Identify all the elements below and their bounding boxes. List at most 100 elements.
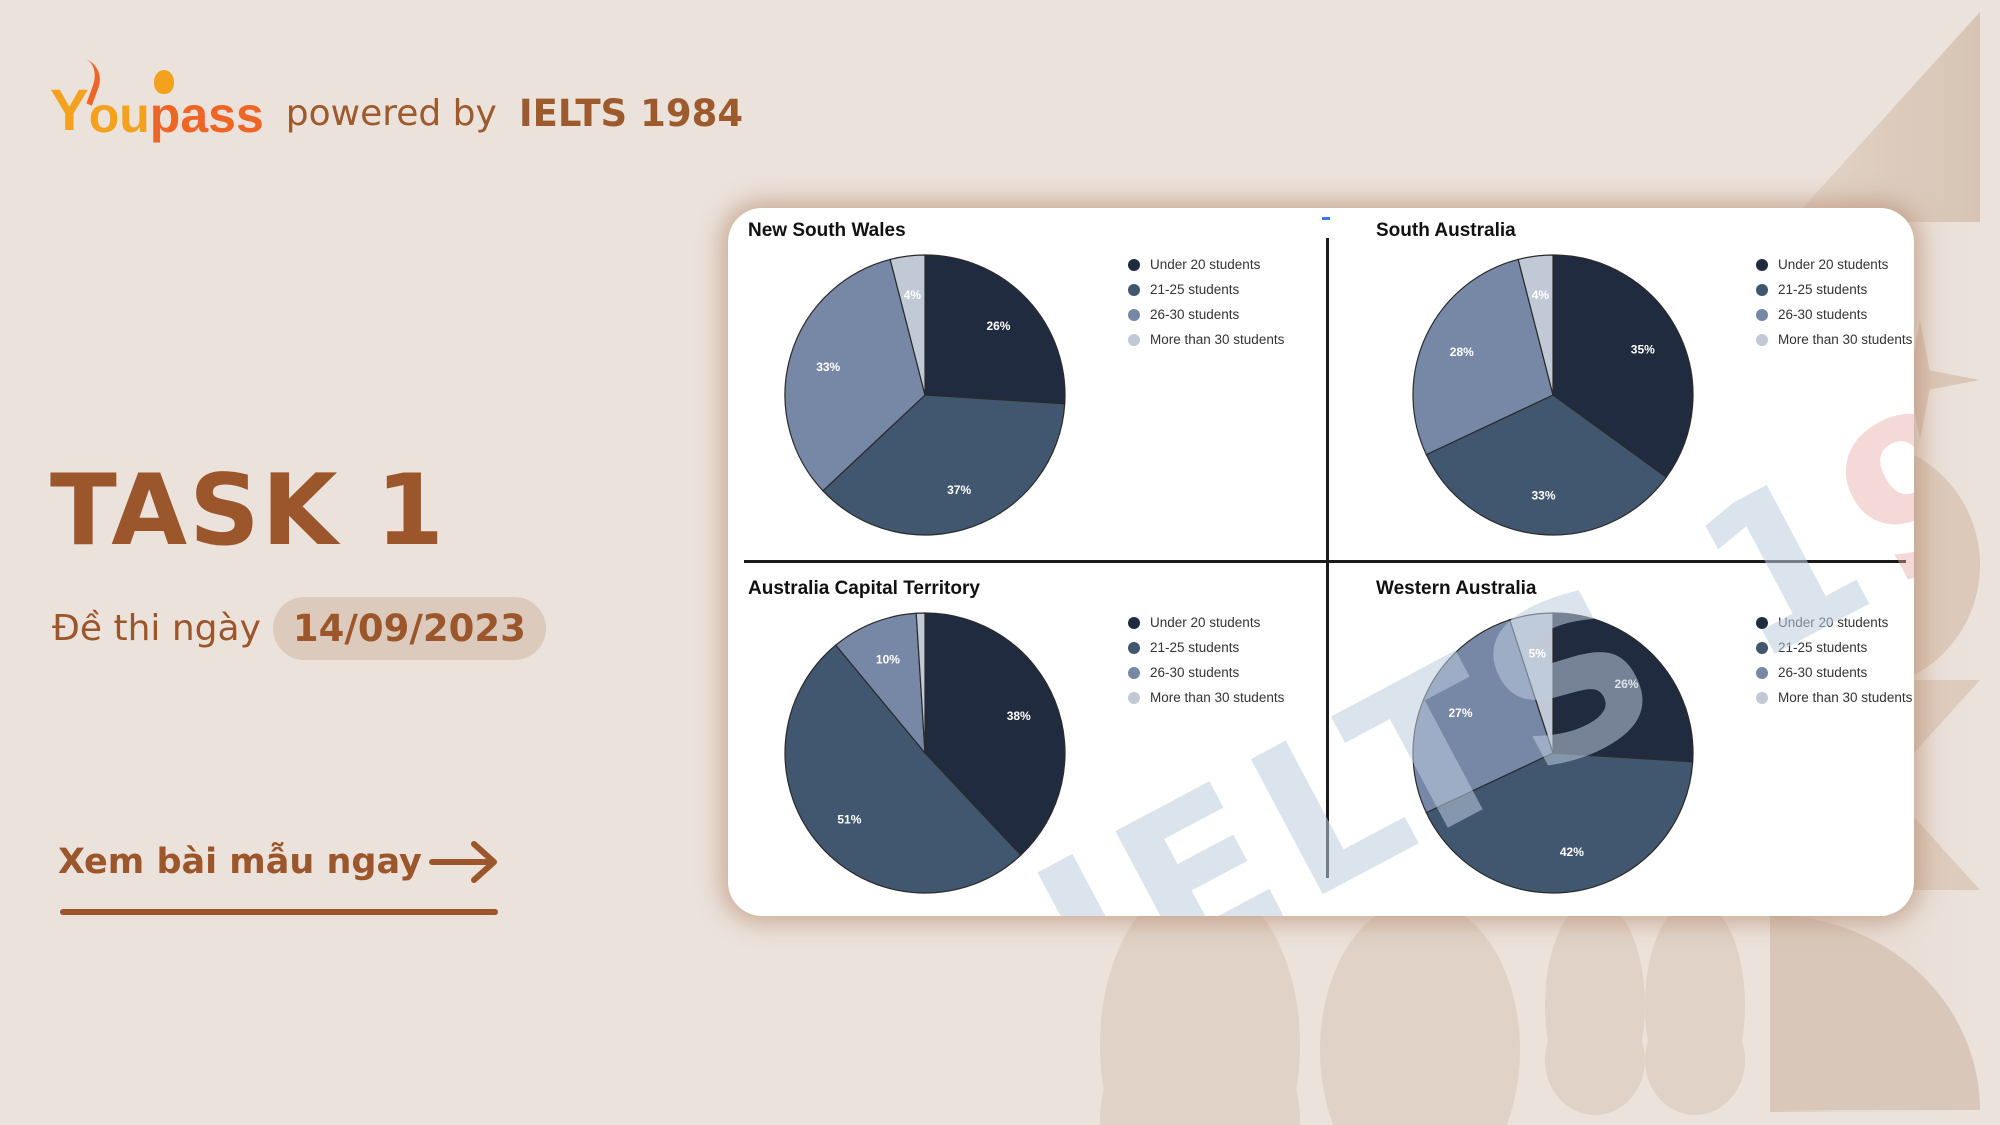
chart-legend: Under 20 students 21-25 students 26-30 stu… xyxy=(1756,252,1912,352)
legend-item: Under 20 students xyxy=(1756,252,1912,277)
decorative-oval xyxy=(1100,880,1300,1125)
slice-label: 4% xyxy=(904,288,922,302)
legend-item: 26-30 students xyxy=(1128,302,1284,327)
youpass-logo[interactable]: Y ou pass xyxy=(50,56,264,143)
decorative-oval xyxy=(1645,1005,1745,1115)
powered-by-text: powered by xyxy=(285,93,497,134)
exam-date-badge: 14/09/2023 xyxy=(272,597,546,660)
slice-label: 37% xyxy=(947,483,971,497)
slice-label: 33% xyxy=(1531,488,1555,502)
slice-label: 33% xyxy=(816,360,840,374)
arrow-right-icon xyxy=(429,841,497,883)
legend-item: More than 30 students xyxy=(1128,327,1284,352)
legend-item: 21-25 students xyxy=(1128,277,1284,302)
slice-label: 35% xyxy=(1631,342,1655,356)
decorative-oval xyxy=(1545,1005,1645,1115)
chart-card: New South Wales 26% 37% 33% 4% Under 20 stu… xyxy=(728,208,1914,916)
legend-label: More than 30 students xyxy=(1150,690,1285,705)
legend-item: Under 20 students xyxy=(1756,610,1912,635)
chart-western-australia: Western Australia 26% 42% 27% 5% Under 20 s… xyxy=(1356,566,1914,916)
legend-label: Under 20 students xyxy=(1778,257,1889,272)
legend-dot-icon xyxy=(1128,666,1140,679)
legend-dot-icon xyxy=(1756,258,1768,271)
legend-item: 21-25 students xyxy=(1756,635,1912,660)
legend-label: 26-30 students xyxy=(1150,307,1240,322)
decorative-triangle xyxy=(1790,12,1980,222)
chart-new-south-wales: New South Wales 26% 37% 33% 4% Under 20 stu… xyxy=(728,208,1318,558)
legend-label: 21-25 students xyxy=(1778,282,1868,297)
logo-text-ou: ou xyxy=(88,87,150,143)
legend-label: 26-30 students xyxy=(1778,307,1868,322)
legend-dot-icon xyxy=(1756,666,1768,679)
legend-item: Under 20 students xyxy=(1128,252,1284,277)
logo-text-pass: pass xyxy=(149,87,264,143)
legend-label: Under 20 students xyxy=(1778,615,1889,630)
legend-item: More than 30 students xyxy=(1756,685,1912,710)
slice-label: 27% xyxy=(1448,706,1472,720)
mascot-icon xyxy=(154,70,174,94)
chart-legend: Under 20 students 21-25 students 26-30 stu… xyxy=(1756,610,1912,710)
legend-label: Under 20 students xyxy=(1150,257,1261,272)
decorative-oval xyxy=(1100,1005,1300,1125)
chart-title: South Australia xyxy=(1376,220,1516,241)
slice-label: 51% xyxy=(837,813,861,827)
partner-name: IELTS 1984 xyxy=(518,92,744,135)
legend-item: 26-30 students xyxy=(1756,660,1912,685)
slice-label: 26% xyxy=(986,319,1010,333)
slice-label: 42% xyxy=(1560,845,1584,859)
exam-date-label: Đề thi ngày xyxy=(52,608,261,649)
pie-slice xyxy=(1508,612,1554,754)
legend-item: 21-25 students xyxy=(1756,277,1912,302)
pie-slice xyxy=(889,254,926,396)
chart-title: Australia Capital Territory xyxy=(748,578,980,599)
slice-label: 28% xyxy=(1450,345,1474,359)
legend-label: More than 30 students xyxy=(1150,332,1285,347)
pie-slice xyxy=(1552,254,1694,479)
legend-label: Under 20 students xyxy=(1150,615,1261,630)
pie-slice xyxy=(784,644,1022,894)
legend-dot-icon xyxy=(1756,616,1768,629)
logo-letter-y: Y xyxy=(50,78,89,143)
legend-dot-icon xyxy=(1756,641,1768,654)
legend-label: 26-30 students xyxy=(1778,665,1868,680)
slice-label: 10% xyxy=(876,652,900,666)
pie-chart: 26% 42% 27% 5% xyxy=(1412,612,1694,894)
legend-dot-icon xyxy=(1128,283,1140,296)
page-title: TASK 1 xyxy=(50,454,446,568)
chart-legend: Under 20 students 21-25 students 26-30 stu… xyxy=(1128,252,1284,352)
chart-title: New South Wales xyxy=(748,220,906,241)
brand-header: Y ou pass powered by IELTS 1984 xyxy=(50,56,744,143)
exam-date-row: Đề thi ngày 14/09/2023 xyxy=(52,597,546,660)
legend-label: 21-25 students xyxy=(1778,640,1868,655)
blue-marker xyxy=(1322,217,1330,220)
pie-slice xyxy=(1425,394,1668,536)
legend-item: 21-25 students xyxy=(1128,635,1284,660)
decorative-oval xyxy=(1645,900,1745,1110)
pie-slice xyxy=(1517,254,1554,396)
pie-slice xyxy=(834,612,926,755)
pie-slice xyxy=(1412,619,1554,814)
legend-item: 26-30 students xyxy=(1756,302,1912,327)
pie-chart: 35% 33% 28% 4% xyxy=(1412,254,1694,536)
slice-label: 4% xyxy=(1532,288,1550,302)
slice-label: 38% xyxy=(1007,709,1031,723)
legend-item: More than 30 students xyxy=(1756,327,1912,352)
view-sample-button[interactable]: Xem bài mẫu ngay xyxy=(58,840,500,884)
legend-label: 21-25 students xyxy=(1150,640,1240,655)
decorative-arch xyxy=(1770,915,1980,1110)
legend-dot-icon xyxy=(1756,308,1768,321)
pie-slice xyxy=(915,612,926,754)
cta-underline xyxy=(60,909,498,915)
pie-slice xyxy=(784,258,926,492)
slice-label: 5% xyxy=(1529,646,1547,660)
legend-dot-icon xyxy=(1128,691,1140,704)
legend-item: Under 20 students xyxy=(1128,610,1284,635)
legend-label: 26-30 students xyxy=(1150,665,1240,680)
chart-south-australia: South Australia 35% 33% 28% 4% Under 20 stu… xyxy=(1356,208,1914,558)
vertical-divider xyxy=(1326,238,1329,878)
pie-slice xyxy=(1552,612,1694,763)
pie-chart: 38% 51% 10% xyxy=(784,612,1066,894)
legend-label: More than 30 students xyxy=(1778,690,1913,705)
slice-label: 26% xyxy=(1614,677,1638,691)
legend-item: 26-30 students xyxy=(1128,660,1284,685)
